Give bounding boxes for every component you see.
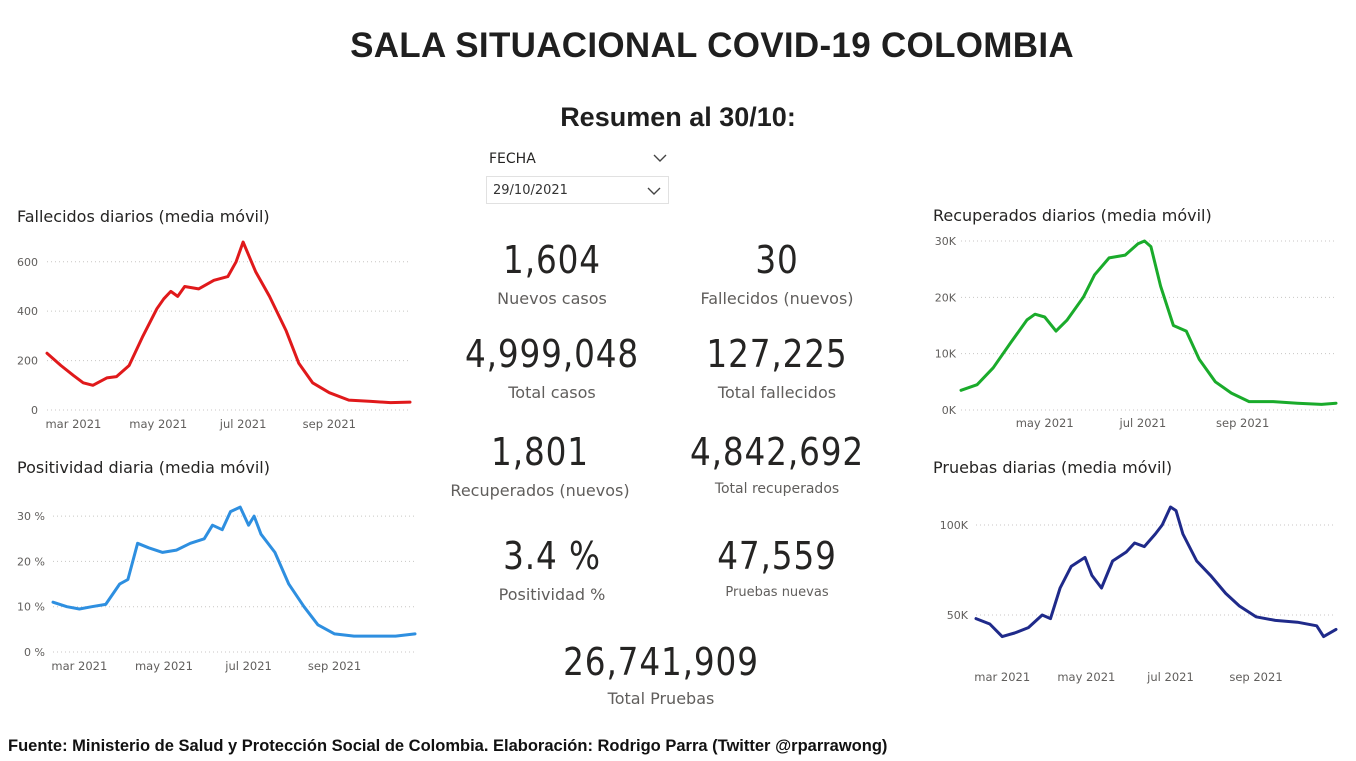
- kpi-value: 3.4 %: [503, 534, 601, 578]
- x-tick-label: may 2021: [129, 417, 187, 431]
- date-slicer-dropdown[interactable]: 29/10/2021: [486, 176, 669, 204]
- chart-title-positividad: Positividad diaria (media móvil): [17, 458, 270, 477]
- x-tick-label: mar 2021: [51, 659, 107, 673]
- y-tick-label: 20 %: [17, 555, 45, 568]
- y-tick-label: 30 %: [17, 510, 45, 523]
- kpi-label: Total casos: [508, 383, 596, 402]
- page-title: SALA SITUACIONAL COVID-19 COLOMBIA: [350, 26, 1074, 65]
- chart-title-fallecidos: Fallecidos diarios (media móvil): [17, 207, 270, 226]
- y-tick-label: 600: [17, 256, 38, 269]
- kpi-value: 1,801: [491, 430, 589, 474]
- x-tick-label: may 2021: [1016, 416, 1074, 430]
- chart-title-recuperados: Recuperados diarios (media móvil): [933, 206, 1212, 225]
- y-tick-label: 0 %: [24, 646, 45, 659]
- kpi-label: Nuevos casos: [497, 289, 607, 308]
- chart-fallecidos[interactable]: 0 200 400 600 mar 2021 may 2021 jul 2021 sep 20…: [0, 232, 430, 442]
- series-line[interactable]: [45, 240, 412, 405]
- kpi-label: Total Pruebas: [607, 689, 715, 708]
- chart-recuperados[interactable]: 0K 10K 20K 30K may 2021 jul 2021 sep 2021: [916, 228, 1356, 440]
- x-tick-label: jul 2021: [1119, 416, 1167, 430]
- y-tick-label: 10 %: [17, 601, 45, 614]
- kpi-label: Total recuperados: [714, 481, 840, 497]
- kpi-total-pruebas: 26,741,909 Total Pruebas: [511, 643, 811, 708]
- x-tick-label: jul 2021: [1146, 670, 1194, 684]
- date-slicer-label: FECHA: [489, 151, 536, 167]
- series-line[interactable]: [959, 239, 1338, 406]
- x-tick-label: sep 2021: [1216, 416, 1269, 430]
- x-tick-label: may 2021: [1057, 670, 1115, 684]
- source-footer: Fuente: Ministerio de Salud y Protección…: [8, 737, 888, 755]
- kpi-recuperados-nuevos: 1,801 Recuperados (nuevos): [430, 433, 650, 500]
- kpi-total-casos: 4,999,048 Total casos: [442, 335, 662, 402]
- chevron-down-icon[interactable]: [652, 150, 668, 166]
- y-tick-label: 100K: [940, 519, 969, 532]
- kpi-value: 30: [755, 238, 799, 282]
- y-tick-label: 0: [31, 404, 38, 417]
- kpi-value: 4,842,692: [689, 430, 865, 474]
- y-tick-label: 20K: [935, 291, 957, 304]
- series-line[interactable]: [974, 505, 1338, 639]
- kpi-positividad: 3.4 % Positividad %: [442, 537, 662, 604]
- y-tick-label: 50K: [947, 609, 969, 622]
- kpi-value: 26,741,909: [563, 640, 759, 684]
- y-tick-label: 200: [17, 355, 38, 368]
- x-tick-label: sep 2021: [308, 659, 361, 673]
- x-tick-label: mar 2021: [45, 417, 101, 431]
- chart-title-pruebas: Pruebas diarias (media móvil): [933, 458, 1173, 477]
- x-tick-label: jul 2021: [224, 659, 272, 673]
- kpi-value: 4,999,048: [464, 332, 640, 376]
- series-line[interactable]: [51, 505, 417, 638]
- kpi-value: 1,604: [503, 238, 601, 282]
- x-tick-label: mar 2021: [974, 670, 1030, 684]
- kpi-value: 127,225: [706, 332, 848, 376]
- kpi-label: Fallecidos (nuevos): [700, 289, 854, 308]
- kpi-value: 47,559: [717, 534, 837, 578]
- chart-pruebas[interactable]: 50K 100K mar 2021 may 2021 jul 2021 sep 2021: [916, 488, 1356, 696]
- kpi-total-fallecidos: 127,225 Total fallecidos: [667, 335, 887, 402]
- kpi-label: Positividad %: [498, 585, 606, 604]
- kpi-pruebas-nuevas: 47,559 Pruebas nuevas: [667, 537, 887, 600]
- date-slicer-value: 29/10/2021: [493, 183, 568, 198]
- summary-subtitle: Resumen al 30/10:: [560, 102, 796, 132]
- kpi-total-recuperados: 4,842,692 Total recuperados: [667, 433, 887, 497]
- kpi-fallecidos-nuevos: 30 Fallecidos (nuevos): [667, 241, 887, 308]
- chart-positividad[interactable]: 0 % 10 % 20 % 30 % mar 2021 may 2021 jul 2021 s…: [0, 488, 430, 683]
- x-tick-label: may 2021: [135, 659, 193, 673]
- kpi-label: Total fallecidos: [717, 383, 837, 402]
- y-tick-label: 30K: [935, 235, 957, 248]
- x-tick-label: sep 2021: [1229, 670, 1282, 684]
- x-tick-label: sep 2021: [303, 417, 356, 431]
- kpi-label: Pruebas nuevas: [725, 585, 829, 600]
- y-tick-label: 0K: [942, 404, 957, 417]
- y-tick-label: 10K: [935, 348, 957, 361]
- x-tick-label: jul 2021: [219, 417, 267, 431]
- y-tick-label: 400: [17, 305, 38, 318]
- kpi-nuevos-casos: 1,604 Nuevos casos: [442, 241, 662, 308]
- chevron-down-icon: [647, 187, 661, 195]
- kpi-label: Recuperados (nuevos): [450, 481, 630, 500]
